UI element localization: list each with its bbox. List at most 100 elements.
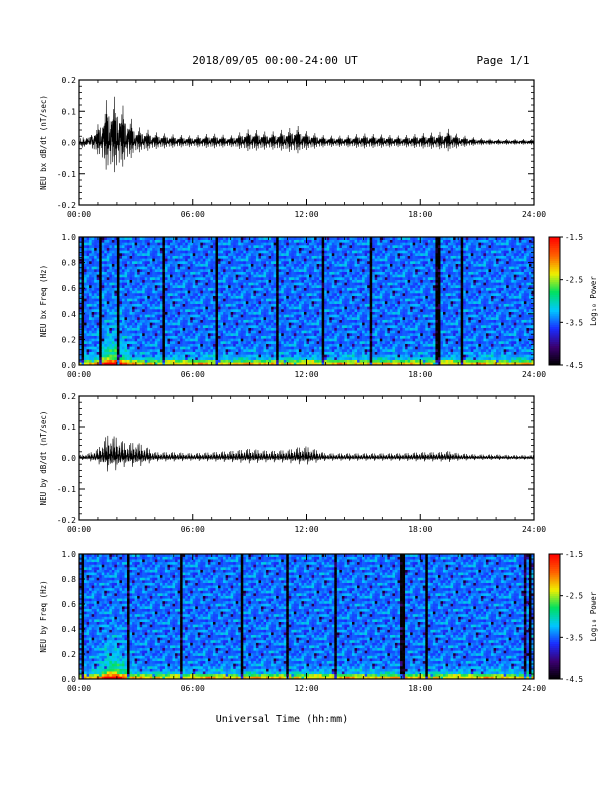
colorbar-step <box>549 328 560 332</box>
colorbar-step <box>549 612 560 615</box>
colorbar-step <box>549 288 560 291</box>
colorbar-step <box>549 315 560 319</box>
colorbar-frame <box>548 553 561 680</box>
colorbar-step <box>549 574 560 578</box>
colorbar-step <box>549 339 560 342</box>
colorbar-step <box>549 581 560 584</box>
x-tick-label: 06:00 <box>181 525 205 534</box>
y-tick-label: 1.0 <box>62 550 77 559</box>
colorbar-step <box>549 618 560 622</box>
y-tick-label: 0.8 <box>62 259 77 268</box>
colorbar-step <box>549 610 560 613</box>
colorbar-step <box>549 286 560 289</box>
x-tick-label: 12:00 <box>294 525 318 534</box>
colorbar-step <box>549 283 560 287</box>
colorbar-step <box>549 343 560 347</box>
colorbar-step <box>549 562 560 565</box>
colorbar-step <box>549 309 560 313</box>
colorbar-step <box>549 358 560 362</box>
x-tick-label: 24:00 <box>522 684 546 693</box>
colorbar-step <box>549 668 560 672</box>
x-tick-label: 18:00 <box>408 210 432 219</box>
colorbar-step <box>549 245 560 249</box>
colorbar-step <box>549 624 560 628</box>
colorbar-step <box>549 568 560 572</box>
colorbar-step <box>549 320 560 323</box>
colorbar-step <box>549 313 560 317</box>
colorbar-step <box>549 251 560 255</box>
colorbar-step <box>549 614 560 617</box>
colorbar-step <box>549 354 560 357</box>
colorbar-step <box>549 597 560 601</box>
colorbar-step <box>549 601 560 605</box>
colorbar-step <box>549 311 560 315</box>
colorbar-step <box>549 254 560 257</box>
colorbar-step <box>549 273 560 276</box>
y-axis-label: NEU bx dB/dt (nT/sec) <box>39 95 48 190</box>
colorbar-step <box>549 641 560 644</box>
colorbar-label: Log₁₀ Power <box>589 276 598 326</box>
colorbar-step <box>549 558 560 561</box>
colorbar-step <box>549 587 560 590</box>
bx-spectrogram-panel: 00:00 06:00 12:00 18:00 24:00 0.0 0.2 0.4 0.6 0.8… <box>39 233 598 379</box>
colorbar-step <box>549 593 560 597</box>
colorbar-step <box>549 658 560 661</box>
colorbar-step <box>549 318 560 321</box>
colorbar-step <box>549 579 560 582</box>
x-tick-label: 18:00 <box>408 684 432 693</box>
y-tick-label: 0.0 <box>62 139 77 148</box>
x-tick-label: 06:00 <box>181 370 205 379</box>
colorbar-step <box>549 599 560 603</box>
y-tick-label: 0.6 <box>62 284 77 293</box>
y-tick-label: 0.0 <box>62 675 77 684</box>
colorbar-step <box>549 247 560 251</box>
colorbar-step <box>549 266 560 270</box>
x-tick-label: 18:00 <box>408 370 432 379</box>
colorbar-step <box>549 277 560 281</box>
y-tick-label: 0.8 <box>62 575 77 584</box>
y-axis-label: NEU by Freq (Hz) <box>39 580 48 652</box>
colorbar-tick-label: -2.5 <box>565 276 583 285</box>
colorbar-step <box>549 591 560 594</box>
colorbar-tick-label: -1.5 <box>565 550 583 559</box>
colorbar-step <box>549 651 560 655</box>
colorbar-step <box>549 292 560 295</box>
colorbar-step <box>549 296 560 300</box>
colorbar-step <box>549 330 560 334</box>
colorbar-step <box>549 337 560 340</box>
x-tick-label: 12:00 <box>294 684 318 693</box>
colorbar-step <box>549 360 560 364</box>
colorbar-step <box>549 631 560 634</box>
colorbar-tick-label: -3.5 <box>565 633 583 642</box>
colorbar-step <box>549 616 560 619</box>
colorbar-step <box>549 305 560 308</box>
colorbar-step <box>549 271 560 274</box>
page-title: 2018/09/05 00:00-24:00 UT <box>192 54 358 67</box>
spectrogram-cells <box>79 554 535 680</box>
colorbar-step <box>549 622 560 626</box>
x-tick-label: 06:00 <box>181 684 205 693</box>
y-tick-label: -0.1 <box>57 485 76 494</box>
dbdt-trace <box>79 435 534 472</box>
colorbar-step <box>549 362 560 366</box>
y-tick-label: 0.2 <box>62 650 77 659</box>
colorbar-step <box>549 333 560 336</box>
colorbar-step <box>549 604 560 607</box>
colorbar-step <box>549 554 560 557</box>
colorbar-step <box>549 645 560 649</box>
colorbar-tick-label: -3.5 <box>565 318 583 327</box>
x-tick-label: 06:00 <box>181 210 205 219</box>
colorbar-step <box>549 666 560 669</box>
colorbar-step <box>549 626 560 630</box>
colorbar-step <box>549 239 560 242</box>
y-tick-label: 0.0 <box>62 361 77 370</box>
colorbar-tick-label: -4.5 <box>565 361 583 370</box>
colorbar-step <box>549 356 560 359</box>
colorbar-step <box>549 637 560 640</box>
x-tick-label: 00:00 <box>67 684 91 693</box>
colorbar-step <box>549 264 560 268</box>
colorbar-step <box>549 608 560 611</box>
x-axis-label: Universal Time (hh:mm) <box>216 714 348 725</box>
x-tick-label: 00:00 <box>67 525 91 534</box>
